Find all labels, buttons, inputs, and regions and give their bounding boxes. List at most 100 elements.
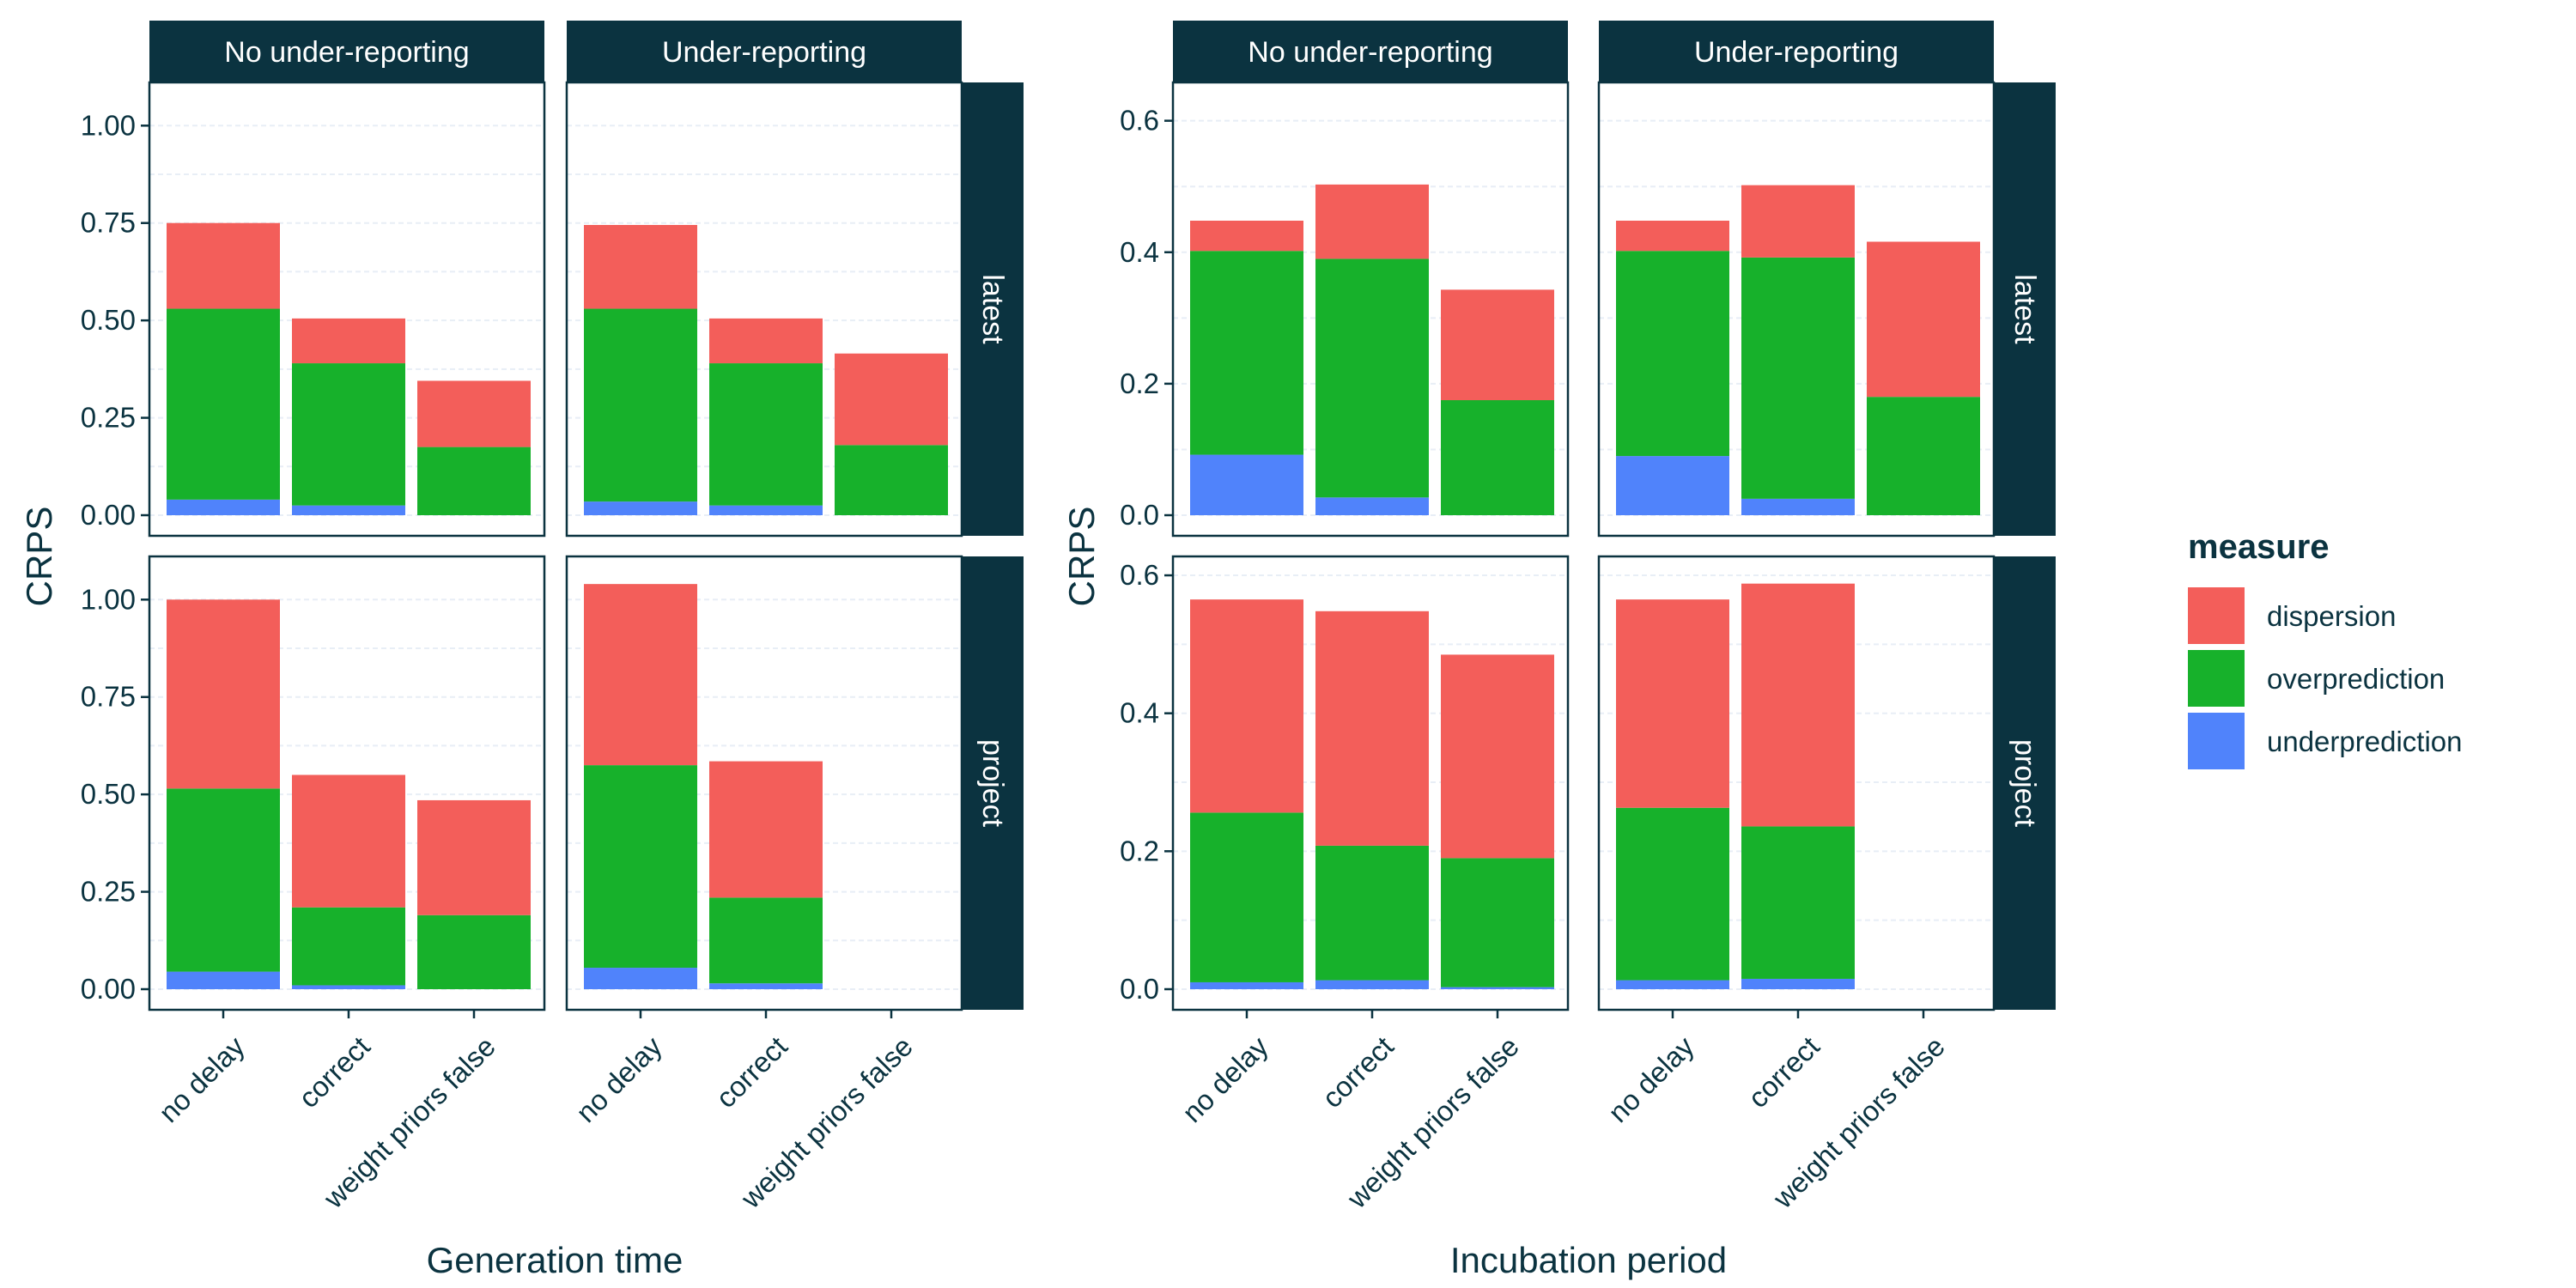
y-tick-label: 0.0 bbox=[1120, 499, 1159, 531]
bar-dispersion bbox=[584, 584, 697, 766]
y-tick-label: 0.00 bbox=[81, 973, 136, 1005]
y-tick-label: 0.75 bbox=[81, 207, 136, 239]
bar-underprediction bbox=[292, 985, 405, 989]
bar-dispersion bbox=[1867, 241, 1980, 398]
bar-underprediction bbox=[167, 971, 280, 989]
panel-under-reporting-latest bbox=[565, 81, 963, 538]
bar-overprediction bbox=[1315, 845, 1429, 981]
legend-title: measure bbox=[2188, 528, 2330, 566]
legend-swatch-underprediction bbox=[2188, 713, 2245, 769]
bar-underprediction bbox=[1741, 978, 1855, 989]
column-strip bbox=[1599, 21, 1994, 82]
bar-dispersion bbox=[835, 353, 948, 446]
y-tick-label: 0.00 bbox=[81, 499, 136, 531]
y-tick-label: 0.6 bbox=[1120, 559, 1159, 591]
row-strip-label: latest bbox=[976, 274, 1009, 344]
row-strip bbox=[1994, 82, 2056, 536]
panel-under-reporting-latest bbox=[1597, 81, 1996, 538]
bar-dispersion bbox=[417, 380, 531, 447]
y-tick-label: 0.4 bbox=[1120, 236, 1159, 268]
x-tick-label: no delay bbox=[1602, 1030, 1701, 1128]
bar-underprediction bbox=[1190, 454, 1303, 515]
x-tick-label: no delay bbox=[570, 1030, 669, 1128]
bar-dispersion bbox=[1441, 289, 1554, 401]
bar-overprediction bbox=[417, 914, 531, 989]
bar-underprediction bbox=[709, 983, 823, 989]
bar-overprediction bbox=[709, 363, 823, 506]
bar-overprediction bbox=[1441, 858, 1554, 987]
row-strip-label: project bbox=[976, 739, 1009, 828]
bar-overprediction bbox=[292, 907, 405, 986]
y-tick-label: 0.25 bbox=[81, 402, 136, 434]
chart-block-2: No under-reporting Under-reporting latest p… bbox=[1061, 21, 2056, 1280]
bar-overprediction bbox=[417, 447, 531, 515]
bar-overprediction bbox=[167, 788, 280, 972]
bar-overprediction bbox=[1616, 251, 1729, 457]
bar-overprediction bbox=[1867, 397, 1980, 515]
y-axis-title: CRPS bbox=[19, 507, 59, 607]
panel-border bbox=[565, 81, 963, 538]
x-tick-label: correct bbox=[1315, 1030, 1399, 1114]
bar-underprediction bbox=[167, 499, 280, 515]
bar-dispersion bbox=[167, 599, 280, 789]
bar-overprediction bbox=[1190, 812, 1303, 982]
y-tick-label: 1.00 bbox=[81, 583, 136, 615]
x-tick-label: correct bbox=[709, 1030, 793, 1114]
y-tick-label: 0.75 bbox=[81, 681, 136, 713]
bar-overprediction bbox=[1190, 251, 1303, 455]
panel-border bbox=[148, 555, 546, 1012]
legend-label-overprediction: overprediction bbox=[2267, 663, 2445, 695]
panel-border bbox=[565, 555, 963, 1012]
bar-dispersion bbox=[1441, 654, 1554, 859]
chart-block-1: No under-reporting Under-reporting latest p… bbox=[19, 21, 1024, 1280]
bar-dispersion bbox=[1315, 184, 1429, 259]
y-tick-label: 0.0 bbox=[1120, 973, 1159, 1005]
bar-overprediction bbox=[709, 897, 823, 984]
bar-underprediction bbox=[1616, 456, 1729, 515]
y-tick-label: 0.4 bbox=[1120, 697, 1159, 729]
column-strip bbox=[567, 21, 962, 82]
panel-no-under-reporting-latest: 0.00 0.25 0.50 0.75 1.00 bbox=[81, 81, 546, 538]
legend-label-underprediction: underprediction bbox=[2267, 726, 2463, 757]
bar-underprediction bbox=[584, 968, 697, 989]
bar-underprediction bbox=[1616, 980, 1729, 989]
column-strip-label: No under-reporting bbox=[224, 36, 469, 69]
legend-swatch-dispersion bbox=[2188, 587, 2245, 644]
bar-dispersion bbox=[1741, 583, 1855, 827]
bar-dispersion bbox=[167, 222, 280, 309]
x-tick-label: correct bbox=[292, 1030, 375, 1114]
bar-underprediction bbox=[1741, 498, 1855, 515]
bar-overprediction bbox=[167, 308, 280, 500]
y-tick-label: 0.50 bbox=[81, 304, 136, 336]
row-strip-label: latest bbox=[2008, 274, 2041, 344]
bar-underprediction bbox=[292, 505, 405, 515]
column-strip bbox=[1173, 21, 1568, 82]
row-strip bbox=[962, 82, 1024, 536]
bar-dispersion bbox=[709, 318, 823, 364]
bar-underprediction bbox=[1315, 980, 1429, 989]
panel-border bbox=[1171, 81, 1570, 538]
y-tick-label: 0.6 bbox=[1120, 105, 1159, 137]
x-tick-label: no delay bbox=[153, 1030, 252, 1128]
panel-border bbox=[1597, 81, 1996, 538]
x-tick-label: no delay bbox=[1176, 1030, 1275, 1128]
bar-overprediction bbox=[1315, 258, 1429, 498]
bar-dispersion bbox=[1616, 221, 1729, 252]
y-tick-label: 0.50 bbox=[81, 778, 136, 810]
bar-overprediction bbox=[292, 363, 405, 506]
column-strip-label: Under-reporting bbox=[662, 36, 866, 69]
bar-dispersion bbox=[584, 224, 697, 309]
bar-overprediction bbox=[1616, 807, 1729, 981]
bar-dispersion bbox=[1315, 611, 1429, 846]
x-tick-label: correct bbox=[1741, 1030, 1825, 1114]
row-strip bbox=[1994, 556, 2056, 1010]
bar-dispersion bbox=[1616, 599, 1729, 808]
legend: measure dispersion overprediction underpred… bbox=[2188, 528, 2463, 769]
x-axis-title: Generation time bbox=[427, 1240, 683, 1280]
bar-overprediction bbox=[835, 445, 948, 515]
y-tick-label: 0.2 bbox=[1120, 835, 1159, 866]
panel-no-under-reporting-latest: 0.0 0.2 0.4 0.6 bbox=[1120, 81, 1570, 538]
